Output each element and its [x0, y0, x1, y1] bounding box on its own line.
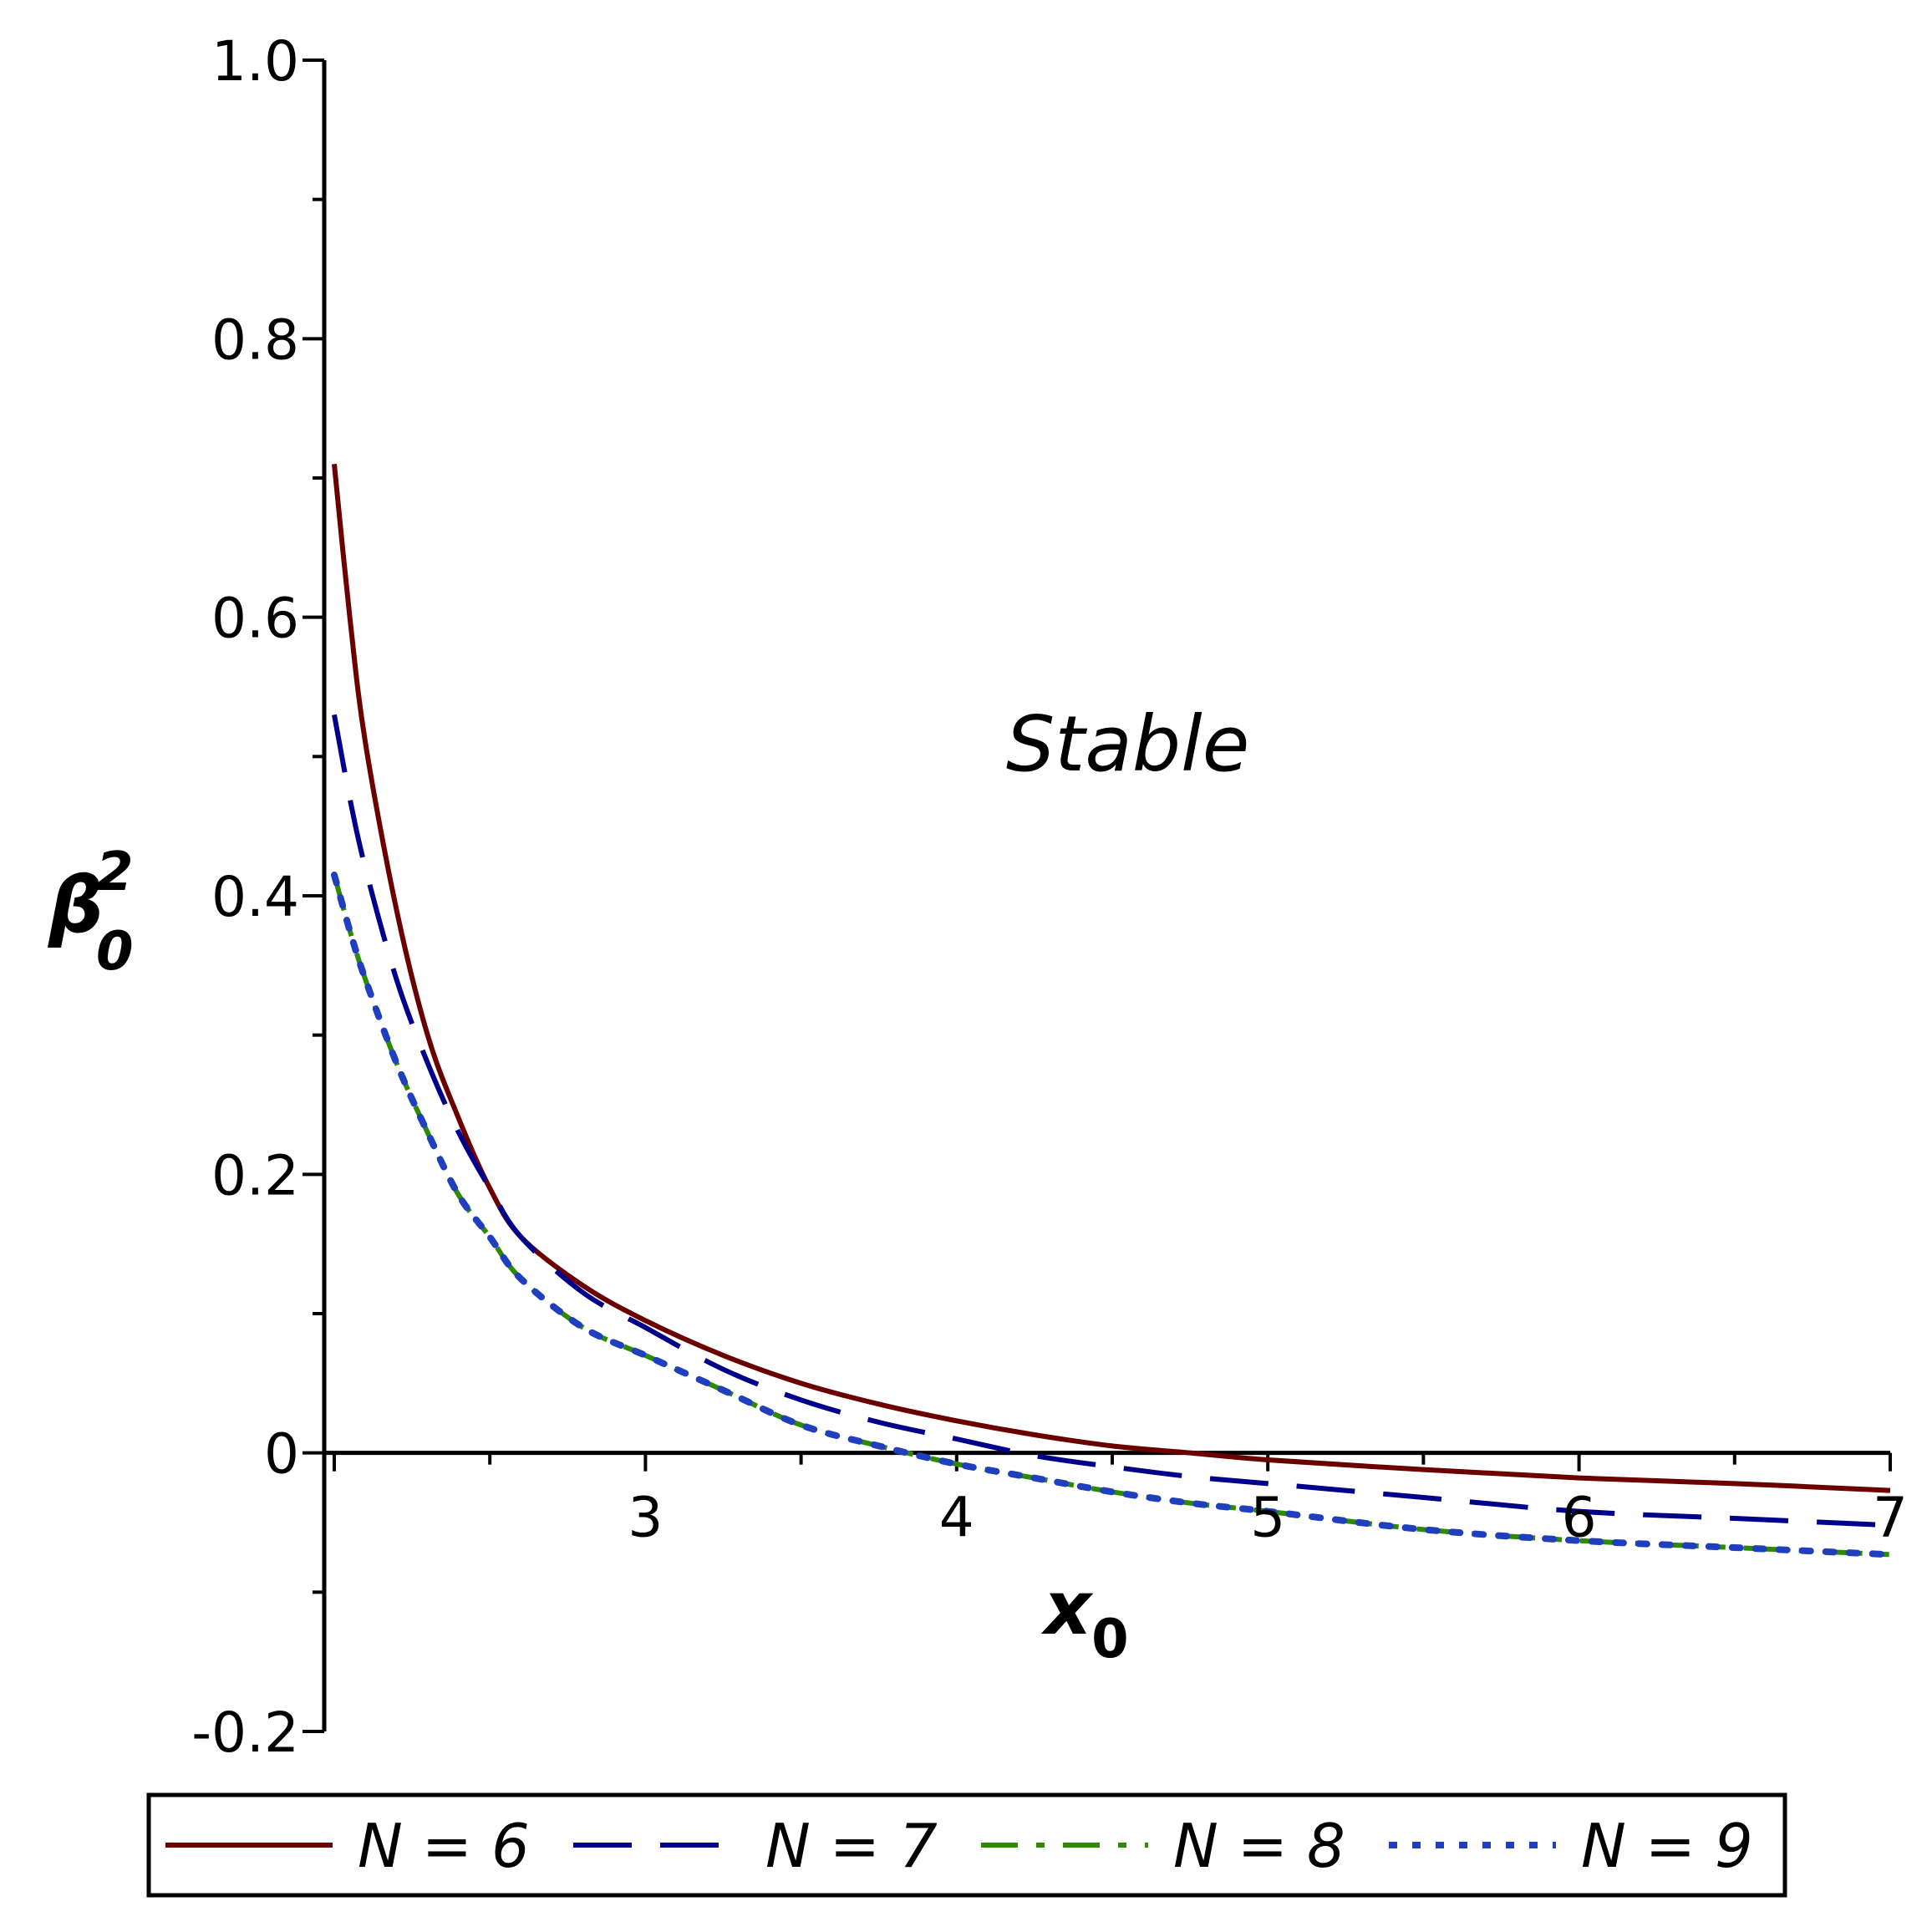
x-axis-label: x0 — [1040, 1565, 1128, 1670]
y-tick-label: 0.8 — [211, 308, 299, 372]
series-line-4 — [331, 872, 1894, 1558]
legend: N = 6 N = 7 N = 8 N = 9 — [146, 1792, 1787, 1898]
y-tick-label: 0.4 — [211, 865, 299, 929]
x-tick-label: 3 — [628, 1486, 663, 1550]
legend-label-1: N = 6 — [358, 1811, 530, 1881]
axes — [303, 58, 1892, 1733]
legend-label-3: N = 8 — [1173, 1811, 1345, 1881]
labels-group: -0.2 0 0.2 0.4 0.6 0.8 1.0 3 4 5 6 7 x0 β2 0 Stable — [47, 29, 1908, 1765]
series-line-1 — [332, 464, 1891, 1493]
y-tick-label: 0.6 — [211, 587, 299, 651]
y-tick-label: 0.2 — [211, 1143, 299, 1208]
legend-label-2: N = 7 — [765, 1811, 938, 1881]
x-tick-label: 5 — [1250, 1486, 1285, 1550]
legend-label-4: N = 9 — [1581, 1811, 1753, 1881]
series-line-2 — [332, 714, 1891, 1528]
x-tick-label: 4 — [939, 1486, 974, 1550]
x-tick-label: 6 — [1562, 1486, 1597, 1550]
y-tick-label: 0 — [264, 1422, 299, 1487]
annotation-stable: Stable — [1006, 699, 1249, 789]
y-axis-label: β2 0 — [47, 841, 134, 983]
y-tick-label: -0.2 — [191, 1701, 299, 1765]
x-tick-label: 7 — [1873, 1486, 1908, 1550]
series-group — [331, 464, 1894, 1558]
y-tick-label: 1.0 — [211, 29, 299, 94]
